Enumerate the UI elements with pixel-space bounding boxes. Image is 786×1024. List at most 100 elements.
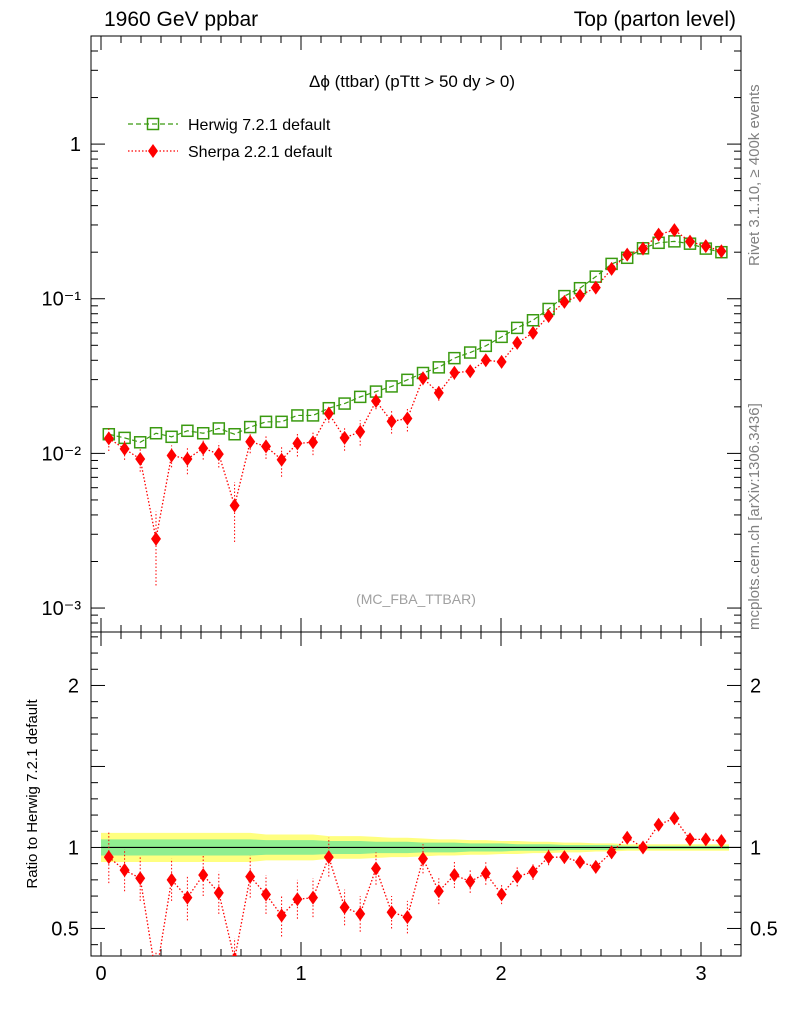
y-tick-label-main: 1 — [70, 134, 81, 156]
ratio-sherpa-marker — [418, 851, 428, 866]
ratio-sherpa-marker — [512, 869, 523, 884]
legend-sherpa-marker — [148, 144, 158, 158]
sherpa-marker — [559, 294, 570, 309]
y-tick-label-main: 10⁻³ — [42, 598, 82, 620]
sherpa-marker — [261, 439, 271, 454]
ratio-sherpa-marker — [402, 910, 413, 925]
herwig-marker — [149, 426, 163, 440]
ratio-sherpa-marker — [213, 885, 224, 900]
ratio-sherpa-marker — [449, 868, 460, 882]
sherpa-marker — [119, 441, 130, 456]
ratio-sherpa-marker — [496, 887, 507, 902]
ratio-sherpa-marker — [119, 863, 130, 878]
ratio-sherpa-marker — [151, 968, 161, 982]
sherpa-marker — [700, 239, 711, 254]
ratio-sherpa-marker — [231, 952, 238, 956]
legend-herwig-marker — [146, 117, 160, 131]
sherpa-marker — [512, 335, 523, 350]
herwig-marker — [385, 380, 398, 393]
sherpa-marker — [480, 353, 491, 368]
herwig-marker — [526, 314, 540, 327]
sherpa-marker — [449, 365, 460, 380]
sherpa-marker — [323, 406, 334, 421]
y-tick-label-main: 10⁻² — [42, 443, 82, 465]
herwig-marker — [463, 346, 477, 359]
ratio-sherpa-marker — [559, 850, 570, 865]
legend-herwig-label: Herwig 7.2.1 default — [188, 117, 331, 134]
header-left: 1960 GeV ppbar — [104, 8, 259, 31]
ratio-sherpa-marker — [590, 859, 601, 874]
y-tick-label-main: 10⁻¹ — [42, 289, 82, 311]
sherpa-marker — [371, 394, 381, 409]
sherpa-marker — [669, 223, 680, 238]
ratio-sherpa-marker — [386, 905, 397, 920]
sherpa-marker — [685, 234, 695, 249]
ratio-sherpa-marker — [371, 861, 381, 876]
ratio-sherpa-marker — [575, 855, 585, 870]
y-tick-label-ratio: 2 — [68, 675, 79, 697]
sherpa-marker — [213, 447, 224, 462]
herwig-marker — [306, 409, 320, 422]
y-tick-label-ratio-right: 2 — [750, 675, 761, 697]
herwig-marker — [133, 436, 147, 449]
sherpa-marker — [355, 424, 366, 439]
ratio-sherpa-marker — [528, 864, 538, 879]
sherpa-marker — [433, 385, 444, 400]
ratio-sherpa-marker — [480, 866, 491, 881]
ratio-sherpa-marker — [292, 892, 303, 907]
sherpa-marker — [418, 371, 428, 386]
sherpa-line — [108, 229, 722, 540]
ratio-sherpa-marker — [433, 884, 444, 899]
sherpa-marker — [245, 434, 256, 449]
herwig-marker — [448, 351, 461, 365]
sherpa-marker — [575, 288, 585, 303]
ratio-y-axis-label: Ratio to Herwig 7.2.1 default — [24, 699, 41, 889]
herwig-marker — [353, 390, 367, 404]
header-right: Top (parton level) — [573, 8, 736, 31]
main-panel: 10⁻³ 10⁻² 10⁻¹ 1 Δϕ (ttbar) (pTtt > 50 dy > … — [42, 35, 742, 633]
herwig-marker — [495, 330, 508, 344]
herwig-marker — [291, 409, 304, 422]
herwig-marker — [432, 361, 446, 374]
ratio-sherpa-marker — [669, 811, 680, 826]
ratio-sherpa-marker — [339, 900, 350, 915]
sherpa-marker — [496, 354, 507, 369]
sherpa-marker — [606, 261, 617, 276]
ratio-panel: 0.5 0.5 1 1 2 2 0 1 2 3 Ratio to Herwig 7.2.1 defa… — [24, 631, 778, 985]
sherpa-marker — [543, 309, 554, 324]
herwig-marker — [228, 427, 241, 441]
sherpa-marker — [528, 325, 538, 340]
y-tick-label-ratio-right: 0.5 — [750, 918, 778, 940]
sherpa-marker — [716, 244, 727, 259]
ratio-sherpa-marker — [308, 890, 318, 905]
herwig-marker — [212, 422, 226, 435]
sherpa-marker — [166, 448, 177, 463]
sherpa-marker — [386, 414, 397, 429]
ratio-sherpa-marker — [245, 869, 256, 884]
ratio-sherpa-marker — [135, 871, 146, 886]
herwig-line — [108, 240, 722, 443]
ratio-sherpa-marker — [465, 874, 476, 889]
ratio-sherpa-marker — [622, 830, 633, 845]
sherpa-marker — [465, 364, 476, 379]
ratio-sherpa-marker — [638, 840, 648, 855]
chart-title: Δϕ (ttbar) (pTtt > 50 dy > 0) — [309, 72, 515, 91]
x-tick-label: 3 — [695, 963, 706, 985]
sherpa-marker — [638, 241, 648, 256]
y-tick-label-ratio: 0.5 — [51, 918, 79, 940]
ratio-sherpa-marker — [276, 908, 287, 923]
sherpa-marker — [135, 451, 146, 466]
herwig-marker — [165, 430, 178, 444]
ratio-points-group — [103, 811, 727, 982]
sherpa-marker — [308, 435, 318, 450]
ratio-sherpa-marker — [700, 832, 711, 847]
ratio-sherpa-marker — [543, 850, 554, 865]
ratio-sherpa-marker — [606, 845, 617, 860]
sherpa-marker — [653, 227, 664, 242]
x-tick-label: 0 — [95, 963, 106, 985]
legend-sherpa-label: Sherpa 2.2.1 default — [188, 144, 333, 161]
herwig-marker — [275, 415, 288, 429]
herwig-marker — [259, 415, 273, 429]
ratio-sherpa-marker — [653, 817, 664, 832]
